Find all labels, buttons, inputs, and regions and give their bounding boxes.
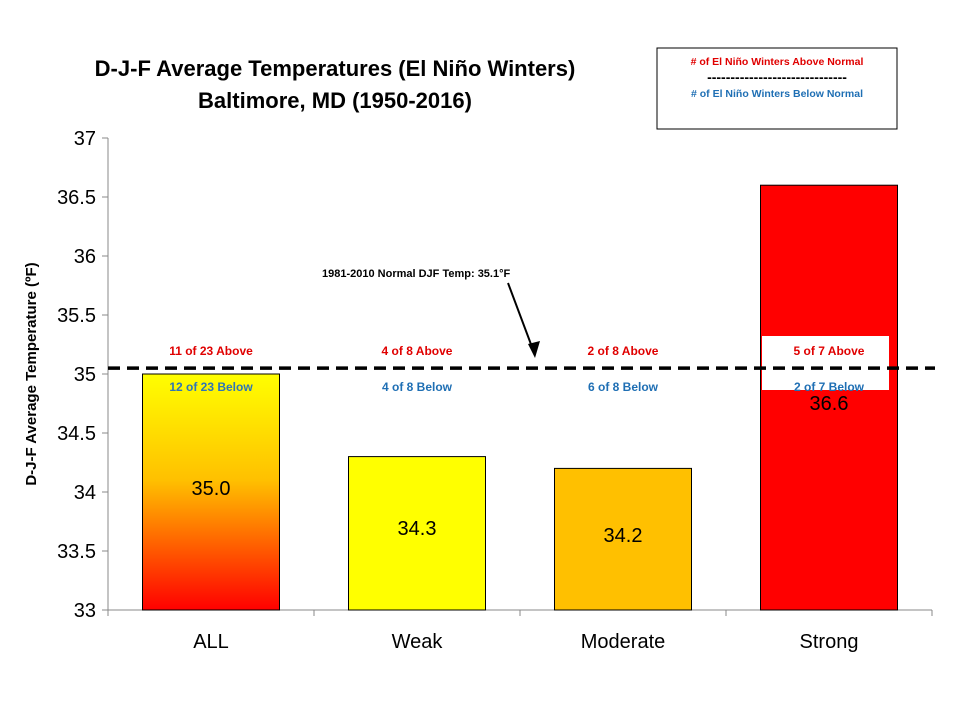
y-tick-label: 33 [74, 600, 96, 622]
chart-subtitle: Baltimore, MD (1950-2016) [198, 88, 472, 113]
bar-value-label: 34.3 [398, 518, 437, 540]
below-count-label: 6 of 8 Below [588, 380, 659, 394]
y-ticks: 33 33.5 34 34.5 35 35.5 36 36.5 37 [57, 128, 108, 622]
bars: 35.0 34.3 34.2 36.6 [142, 184, 898, 611]
above-count-label: 2 of 8 Above [588, 344, 659, 358]
y-tick-label: 35 [74, 364, 96, 386]
above-count-label: 11 of 23 Above [169, 344, 253, 358]
legend-above-text: # of El Niño Winters Above Normal [691, 56, 864, 68]
bar-value-label: 35.0 [192, 478, 231, 500]
category-label: ALL [193, 631, 229, 653]
category-label: Weak [392, 631, 444, 653]
below-count-label: 12 of 23 Below [169, 380, 253, 394]
y-tick-label: 36 [74, 246, 96, 268]
bar-moderate [554, 467, 692, 611]
y-tick-label: 37 [74, 128, 96, 150]
legend-frame [656, 47, 898, 130]
normal-annotation: 1981-2010 Normal DJF Temp: 35.1°F [322, 268, 540, 358]
bar-value-label: 34.2 [604, 525, 643, 547]
bar-value-label: 36.6 [810, 393, 849, 415]
legend-divider: ------------------------------ [707, 69, 847, 85]
legend-below-text: # of El Niño Winters Below Normal [691, 88, 863, 100]
above-count-label: 5 of 7 Above [794, 344, 865, 358]
arrow-head [528, 341, 540, 358]
category-label: Moderate [581, 631, 666, 653]
category-label: Strong [800, 631, 859, 653]
y-tick-label: 34.5 [57, 423, 96, 445]
y-tick-label: 34 [74, 482, 96, 504]
y-tick-label: 35.5 [57, 305, 96, 327]
legend-box: # of El Niño Winters Above Normal ------… [656, 47, 898, 130]
strong-count-box [762, 336, 889, 390]
chart-title: D-J-F Average Temperatures (El Niño Wint… [95, 56, 576, 113]
chart-title-line1: D-J-F Average Temperatures (El Niño Wint… [95, 56, 576, 81]
x-categories: ALL Weak Moderate Strong [193, 631, 858, 653]
below-count-label: 2 of 7 Below [794, 380, 865, 394]
y-tick-label: 36.5 [57, 187, 96, 209]
bar-all [142, 373, 280, 611]
y-tick-label: 33.5 [57, 541, 96, 563]
normal-annotation-text: 1981-2010 Normal DJF Temp: 35.1°F [322, 268, 511, 280]
normal-annotation-arrow [507, 282, 536, 356]
bar-strong [760, 184, 898, 611]
above-count-label: 4 of 8 Above [382, 344, 453, 358]
below-count-label: 4 of 8 Below [382, 380, 453, 394]
bar-weak [348, 456, 486, 611]
y-axis-label: D-J-F Average Temperature (ºF) [23, 262, 40, 485]
count-labels: 11 of 23 Above 12 of 23 Below 4 of 8 Above… [169, 336, 889, 394]
